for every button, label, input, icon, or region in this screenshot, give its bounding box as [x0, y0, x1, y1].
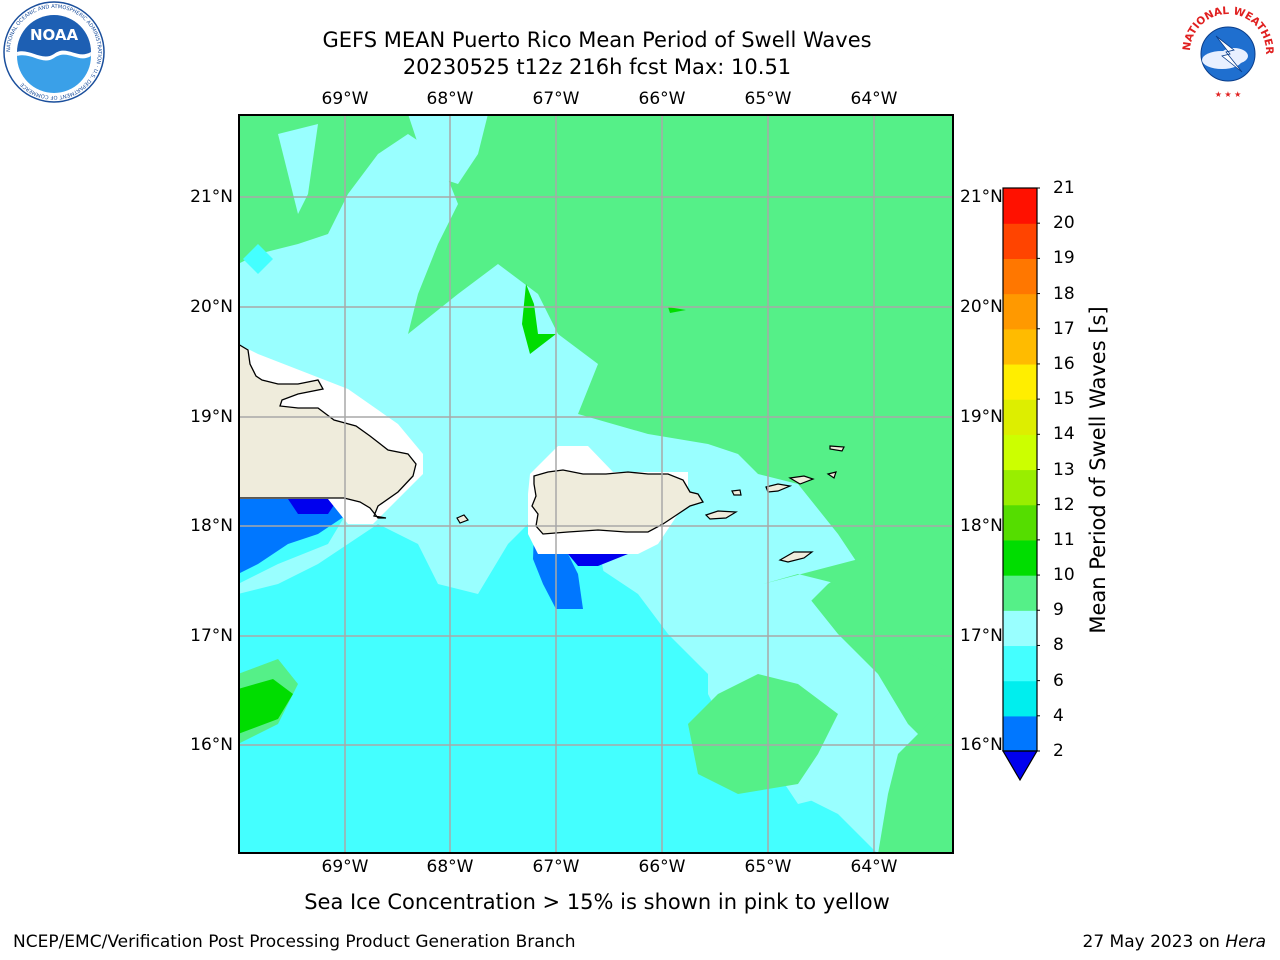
footer-machine: Hera	[1225, 932, 1266, 952]
lat-label-left: 19°N	[190, 407, 233, 427]
swell-region-8-9	[408, 114, 488, 184]
colorbar-tick-label: 10	[1053, 565, 1075, 586]
colorbar-tick-label: 4	[1053, 705, 1064, 726]
lat-label-left: 20°N	[190, 297, 233, 317]
noaa-logo: NOAA NATIONAL OCEANIC AND ATMOSPHERIC AD…	[3, 1, 105, 103]
colorbar-tick-label: 17	[1053, 318, 1075, 339]
map-panel	[238, 114, 954, 854]
lat-label-left: 18°N	[190, 516, 233, 536]
lat-label-right: 17°N	[960, 626, 1003, 646]
swell-region-10-11	[522, 284, 556, 354]
colorbar-segment	[1003, 504, 1037, 541]
lon-label-top: 68°W	[426, 89, 474, 109]
lat-label-right: 16°N	[960, 735, 1003, 755]
footer-date: 27 May 2023 on Hera	[1083, 932, 1267, 952]
colorbar-tick-label: 12	[1053, 494, 1075, 515]
lon-label-top: 64°W	[850, 89, 898, 109]
lon-label-top: 65°W	[744, 89, 792, 109]
mona-island	[456, 514, 469, 524]
colorbar-segment	[1003, 469, 1037, 506]
swell-region-6-8	[243, 244, 273, 274]
swell-region-8-9	[278, 124, 318, 214]
colorbar-segment	[1003, 293, 1037, 330]
colorbar-label: Mean Period of Swell Waves [s]	[1086, 306, 1110, 634]
swell-region-9-10	[763, 414, 954, 674]
svg-text:NOAA: NOAA	[30, 26, 79, 44]
colorbar-tick-label: 19	[1053, 248, 1075, 269]
lon-label-bottom: 65°W	[744, 857, 792, 877]
colorbar-extend-arrow	[1001, 750, 1039, 782]
colorbar	[1001, 187, 1040, 782]
svg-text:★ ★ ★: ★ ★ ★	[1215, 90, 1242, 99]
lat-label-left: 17°N	[190, 626, 233, 646]
st-croix-island	[778, 551, 814, 563]
colorbar-tick-label: 16	[1053, 353, 1075, 374]
colorbar-segment	[1003, 399, 1037, 435]
lon-label-bottom: 67°W	[532, 857, 580, 877]
lon-label-top: 67°W	[532, 89, 580, 109]
virgin-islands	[731, 489, 742, 496]
swell-region-9-10	[688, 674, 838, 794]
colorbar-tick-label: 2	[1053, 741, 1064, 761]
lon-label-top: 69°W	[321, 89, 369, 109]
anegada-island	[829, 445, 845, 452]
swell-region-10-11	[238, 679, 293, 734]
swell-region-2-4	[288, 499, 338, 514]
colorbar-segment	[1003, 715, 1037, 752]
swell-region-2-4	[568, 554, 628, 566]
hispaniola-land	[238, 343, 417, 519]
colorbar-tick-label: 14	[1053, 424, 1075, 445]
colorbar-tick-label: 9	[1053, 600, 1064, 621]
swell-region-9-10	[878, 694, 954, 854]
nws-logo: NATIONAL WEATHER SERVICE ★ ★ ★	[1176, 2, 1275, 99]
lat-label-left: 21°N	[190, 187, 233, 207]
colorbar-segment	[1003, 645, 1037, 682]
lon-label-bottom: 64°W	[850, 857, 898, 877]
colorbar-segment	[1003, 258, 1037, 295]
footer-date-text: 27 May 2023 on	[1082, 932, 1226, 952]
colorbar-tick-label: 15	[1053, 389, 1075, 410]
colorbar-tick-label: 20	[1053, 213, 1075, 234]
colorbar-segment	[1003, 434, 1037, 471]
sombrero-island	[826, 471, 837, 479]
lat-label-right: 21°N	[960, 187, 1003, 207]
lon-label-top: 66°W	[638, 89, 686, 109]
colorbar-segment	[1003, 363, 1037, 400]
chart-title-line1: GEFS MEAN Puerto Rico Mean Period of Swe…	[322, 28, 872, 52]
colorbar-segment	[1003, 328, 1037, 365]
colorbar-tick-label: 11	[1053, 529, 1075, 550]
colorbar-tick-label: 18	[1053, 283, 1075, 304]
sea-ice-caption: Sea Ice Concentration > 15% is shown in …	[304, 890, 890, 914]
swell-region-10-11	[668, 307, 686, 313]
colorbar-tick-label: 8	[1053, 635, 1064, 656]
colorbar-tick-label: 6	[1053, 670, 1064, 691]
colorbar-segment	[1003, 610, 1037, 647]
lat-label-right: 20°N	[960, 297, 1003, 317]
lon-label-bottom: 68°W	[426, 857, 474, 877]
map-border	[238, 114, 954, 854]
lat-label-right: 18°N	[960, 516, 1003, 536]
lon-label-bottom: 66°W	[638, 857, 686, 877]
footer-branch: NCEP/EMC/Verification Post Processing Pr…	[13, 932, 576, 952]
virgin-islands	[788, 475, 815, 485]
colorbar-tick-label: 13	[1053, 459, 1075, 480]
vieques-island	[704, 510, 738, 520]
chart-title-line2: 20230525 t12z 216h fcst Max: 10.51	[402, 55, 792, 79]
colorbar-border	[1002, 187, 1038, 752]
gridlines	[238, 114, 954, 854]
lat-label-right: 19°N	[960, 407, 1003, 427]
colorbar-tick-label: 21	[1053, 178, 1075, 198]
puerto-rico-land	[531, 469, 704, 535]
colorbar-segment	[1003, 223, 1037, 259]
colorbar-segment	[1003, 188, 1037, 224]
colorbar-segment	[1003, 575, 1037, 611]
lat-label-left: 16°N	[190, 735, 233, 755]
lon-label-bottom: 69°W	[321, 857, 369, 877]
swell-region-2-4	[238, 499, 348, 574]
colorbar-segment	[1003, 539, 1037, 576]
colorbar-segment	[1003, 680, 1037, 717]
